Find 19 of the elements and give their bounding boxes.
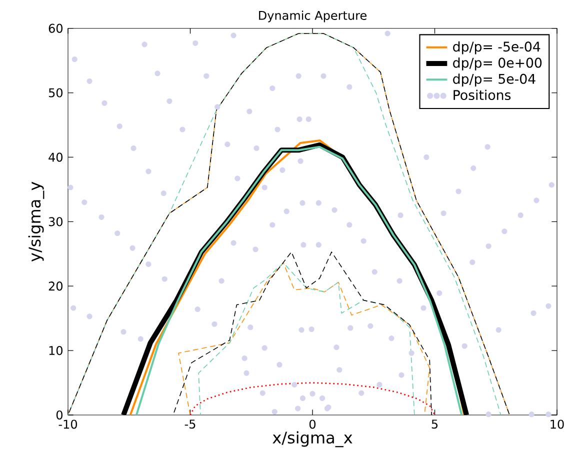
- y-tick-label: 50: [48, 88, 62, 98]
- y-tick-label: 30: [48, 217, 62, 226]
- x-tick-label: 10: [550, 420, 564, 429]
- y-tick-label: 40: [48, 152, 62, 162]
- legend-label: dp/p= 0e+00: [453, 57, 542, 70]
- legend-label: dp/p= -5e-04: [453, 41, 540, 54]
- y-tick-label: 0: [56, 410, 62, 420]
- y-tick-label: 10: [49, 346, 62, 356]
- y-tick-label: 20: [48, 282, 62, 291]
- y-axis-title: y/sigma_y: [28, 182, 44, 262]
- y-tick-label: 60: [48, 24, 62, 33]
- x-tick-label: 0: [309, 420, 316, 429]
- x-tick-label: -5: [184, 420, 196, 429]
- legend-label: dp/p= 5e-04: [453, 74, 536, 87]
- legend-label: Positions: [454, 90, 511, 100]
- x-axis-title: x/sigma_x: [272, 431, 352, 448]
- x-tick-label: -10: [58, 420, 78, 429]
- x-tick-label: 5: [432, 420, 438, 429]
- chart-title: Dynamic Aperture: [259, 10, 366, 22]
